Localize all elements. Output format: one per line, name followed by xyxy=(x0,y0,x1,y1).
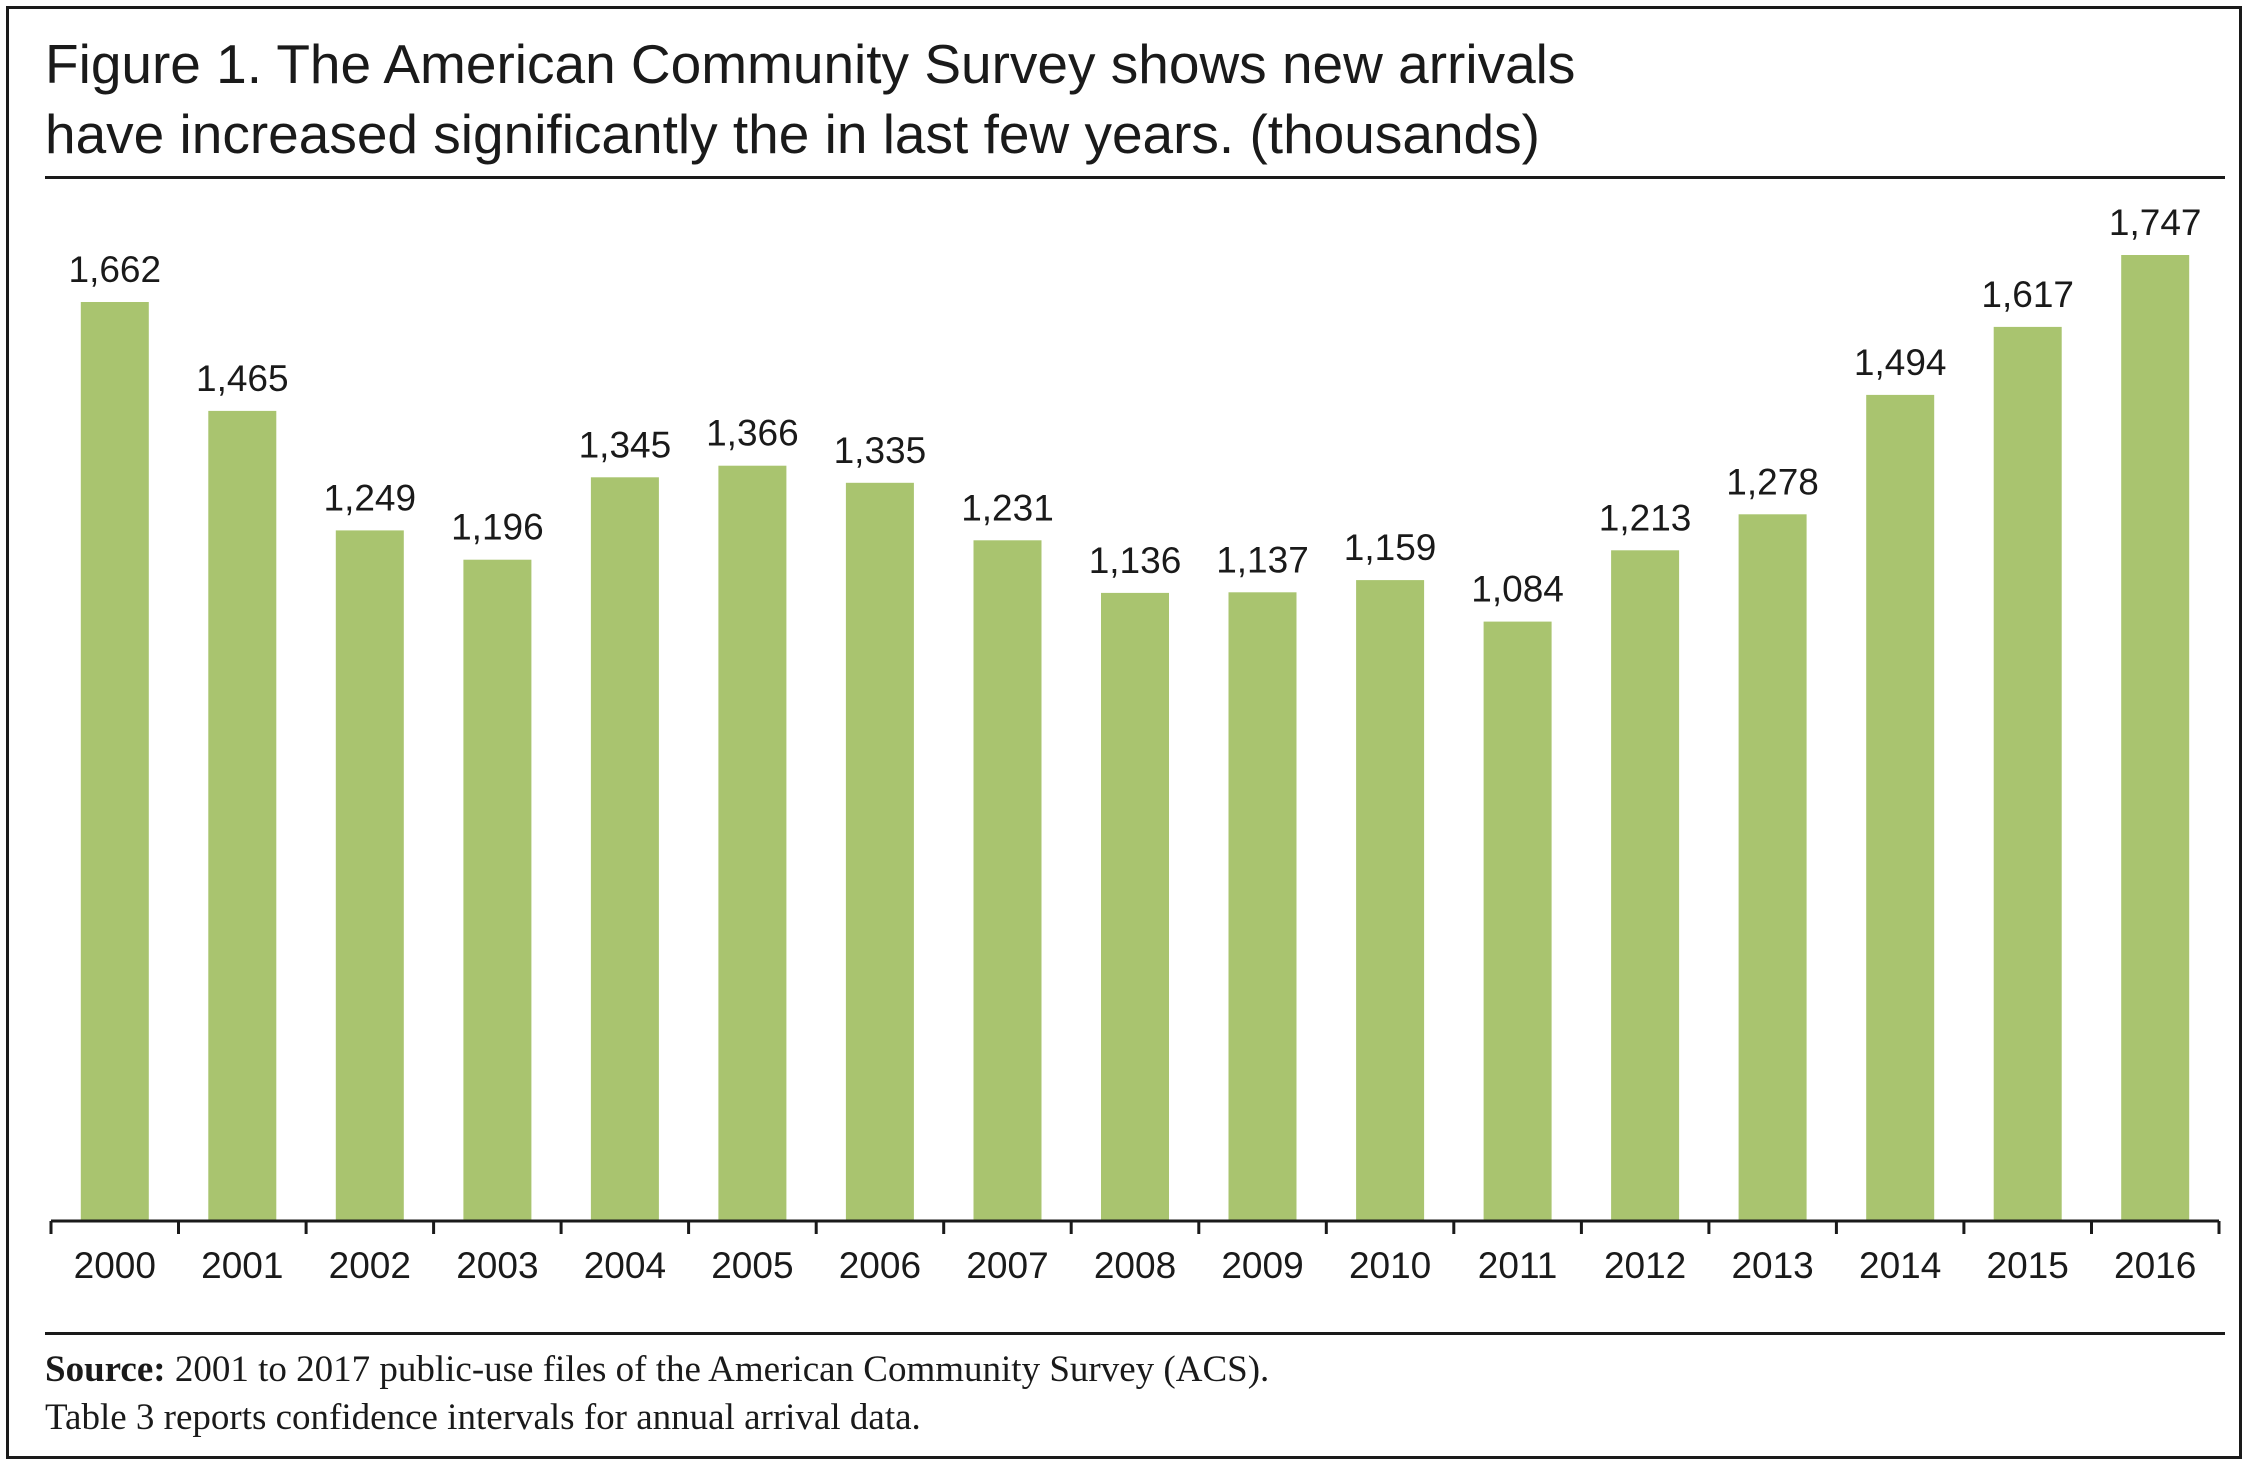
title-divider xyxy=(45,176,2225,179)
bar-2009 xyxy=(1228,592,1297,1221)
bar-2008 xyxy=(1101,592,1169,1221)
bar-2001 xyxy=(208,410,277,1221)
source-label: Source: xyxy=(45,1349,166,1390)
bar-2014 xyxy=(1866,394,1935,1221)
bar-2003 xyxy=(463,559,532,1221)
data-label-2006: 1,335 xyxy=(834,430,927,471)
bar-2011 xyxy=(1483,621,1552,1221)
bar-2006 xyxy=(845,482,914,1221)
bar-2016 xyxy=(2121,255,2190,1221)
data-label-2016: 1,747 xyxy=(2109,202,2202,243)
data-label-2007: 1,231 xyxy=(961,487,1054,528)
bar-2000 xyxy=(80,302,149,1221)
x-tick-label-2003: 2003 xyxy=(456,1245,538,1286)
x-tick-label-2009: 2009 xyxy=(1221,1245,1303,1286)
data-label-2014: 1,494 xyxy=(1854,342,1947,383)
figure-frame: Figure 1. The American Community Survey … xyxy=(6,6,2242,1459)
chart-title-line-2: have increased significantly the in last… xyxy=(45,103,1540,165)
x-tick-label-2010: 2010 xyxy=(1349,1245,1431,1286)
x-tick-label-2000: 2000 xyxy=(74,1245,156,1286)
x-tick-label-2004: 2004 xyxy=(584,1245,666,1286)
source-text: 2001 to 2017 public-use files of the Ame… xyxy=(174,1349,1270,1390)
bar-2012 xyxy=(1611,550,1680,1221)
data-label-2015: 1,617 xyxy=(1981,274,2074,315)
chart-title: Figure 1. The American Community Survey … xyxy=(45,29,2045,169)
data-label-2008: 1,136 xyxy=(1089,540,1182,581)
x-tick-label-2006: 2006 xyxy=(839,1245,921,1286)
bar-2013 xyxy=(1738,514,1807,1221)
data-label-2001: 1,465 xyxy=(196,358,289,399)
source-note: Source: 2001 to 2017 public-use files of… xyxy=(45,1346,2195,1442)
data-label-2011: 1,084 xyxy=(1471,569,1564,610)
x-tick-label-2002: 2002 xyxy=(329,1245,411,1286)
data-label-2005: 1,366 xyxy=(706,413,799,454)
x-tick-label-2008: 2008 xyxy=(1094,1245,1176,1286)
data-label-2004: 1,345 xyxy=(579,424,672,465)
x-tick-label-2001: 2001 xyxy=(201,1245,283,1286)
x-tick-label-2007: 2007 xyxy=(966,1245,1048,1286)
bar-2007 xyxy=(973,540,1042,1221)
data-label-2000: 1,662 xyxy=(69,249,162,290)
bar-2002 xyxy=(335,530,404,1221)
bar-2004 xyxy=(590,477,659,1221)
bar-2010 xyxy=(1356,580,1425,1221)
data-label-2003: 1,196 xyxy=(451,507,544,548)
x-tick-label-2012: 2012 xyxy=(1604,1245,1686,1286)
x-tick-label-2005: 2005 xyxy=(711,1245,793,1286)
data-label-2002: 1,249 xyxy=(324,477,417,518)
x-tick-label-2011: 2011 xyxy=(1478,1245,1558,1286)
source-line-2: Table 3 reports confidence intervals for… xyxy=(45,1397,921,1438)
x-tick-label-2015: 2015 xyxy=(1987,1245,2069,1286)
data-label-2012: 1,213 xyxy=(1599,497,1692,538)
data-label-2009: 1,137 xyxy=(1216,539,1309,580)
x-tick-label-2014: 2014 xyxy=(1859,1245,1941,1286)
data-label-2013: 1,278 xyxy=(1726,461,1819,502)
bar-chart: 1,662 2000 1,465 2001 1,249 2002 1,196 2003 1,34… xyxy=(49,202,2221,1286)
bar-2005 xyxy=(718,465,787,1221)
bar-2015 xyxy=(1993,326,2062,1221)
chart-title-line-1: Figure 1. The American Community Survey … xyxy=(45,33,1576,95)
x-tick-label-2016: 2016 xyxy=(2114,1245,2196,1286)
x-tick-label-2013: 2013 xyxy=(1731,1245,1813,1286)
data-label-2010: 1,159 xyxy=(1344,527,1437,568)
source-divider xyxy=(45,1332,2225,1335)
source-line-1: Source: 2001 to 2017 public-use files of… xyxy=(45,1346,2195,1394)
